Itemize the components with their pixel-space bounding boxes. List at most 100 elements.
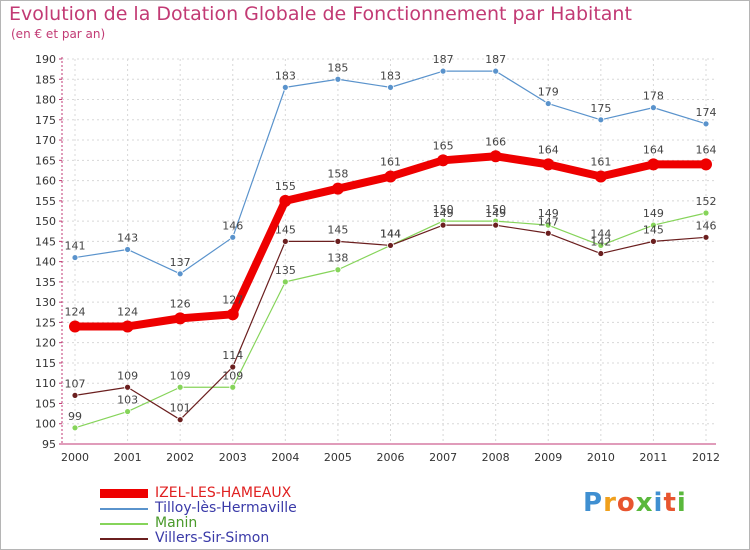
logo-letter: i — [676, 488, 687, 518]
chart-subtitle: (en € et par an) — [11, 27, 106, 41]
logo-letter: r — [603, 488, 617, 518]
data-point — [229, 363, 237, 371]
legend-item: IZEL-LES-HAMEAUX — [100, 486, 297, 501]
data-point — [437, 154, 450, 167]
data-label: 142 — [590, 236, 611, 249]
y-tick-label: 135 — [35, 276, 56, 289]
data-point — [281, 83, 289, 91]
x-tick-label: 2001 — [114, 451, 142, 464]
data-label: 155 — [275, 180, 296, 193]
legend-swatch — [100, 522, 148, 525]
legend-item: Manin — [100, 516, 297, 531]
legend-item: Villers-Sir-Simon — [100, 531, 297, 546]
x-tick-label: 2003 — [219, 451, 247, 464]
data-label: 109 — [170, 369, 191, 382]
x-tick-label: 2005 — [324, 451, 352, 464]
data-point — [597, 250, 605, 257]
data-point — [542, 158, 555, 171]
data-label: 179 — [538, 86, 559, 99]
data-label: 161 — [590, 156, 611, 169]
data-label: 101 — [170, 402, 191, 415]
legend-item: Tilloy-lès-Hermaville — [100, 501, 297, 516]
data-label: 183 — [380, 69, 401, 82]
y-tick-label: 190 — [35, 53, 56, 66]
data-label: 150 — [433, 203, 454, 216]
data-label: 187 — [433, 53, 454, 66]
data-label: 127 — [222, 293, 243, 306]
data-point — [334, 75, 342, 83]
data-point — [334, 237, 342, 245]
x-tick-label: 2008 — [482, 451, 510, 464]
y-tick-label: 105 — [35, 397, 56, 410]
data-point — [700, 158, 712, 171]
data-label: 103 — [117, 394, 138, 407]
data-point — [281, 237, 289, 245]
data-point — [544, 221, 552, 229]
y-tick-label: 130 — [35, 296, 56, 309]
data-label: 158 — [327, 168, 348, 181]
data-point — [71, 254, 79, 261]
data-point — [334, 266, 342, 274]
data-label: 114 — [222, 349, 243, 362]
data-label: 144 — [380, 227, 401, 240]
data-label: 135 — [275, 264, 296, 277]
data-label: 149 — [433, 207, 454, 220]
data-point — [544, 100, 552, 107]
data-point — [71, 424, 79, 432]
x-tick-label: 2006 — [377, 451, 405, 464]
x-tick-label: 2012 — [692, 451, 720, 464]
data-point — [492, 221, 500, 229]
data-point — [124, 383, 131, 391]
data-point — [702, 120, 710, 128]
data-label: 175 — [590, 102, 611, 115]
data-label: 187 — [485, 53, 506, 66]
data-point — [176, 383, 184, 391]
data-label: 146 — [222, 219, 243, 232]
logo-letter: t — [663, 488, 677, 518]
data-label: 124 — [117, 305, 138, 318]
y-tick-label: 160 — [35, 175, 56, 188]
y-tick-label: 115 — [35, 357, 56, 370]
data-label: 107 — [65, 377, 86, 390]
y-tick-label: 170 — [35, 134, 56, 147]
legend-swatch — [100, 507, 148, 510]
legend-label: Tilloy-lès-Hermaville — [155, 500, 297, 516]
data-point — [124, 246, 131, 253]
x-tick-label: 2004 — [271, 451, 299, 464]
logo-letter: P — [583, 488, 604, 518]
data-point — [439, 67, 447, 75]
data-point — [69, 320, 81, 333]
data-label: 149 — [643, 207, 664, 220]
data-point — [647, 158, 660, 171]
x-tick-label: 2007 — [429, 451, 457, 464]
data-label: 164 — [538, 143, 559, 156]
legend-swatch — [100, 537, 148, 540]
data-point — [229, 233, 237, 241]
data-label: 178 — [643, 90, 664, 103]
y-tick-label: 125 — [35, 316, 56, 329]
data-point — [597, 116, 605, 124]
data-point — [544, 229, 552, 237]
data-label: 145 — [275, 223, 296, 236]
data-label: 99 — [68, 410, 82, 423]
data-point — [492, 67, 500, 75]
data-point — [71, 391, 79, 399]
data-point — [229, 383, 237, 391]
data-point — [489, 150, 502, 163]
data-point — [121, 320, 134, 333]
data-label: 174 — [696, 106, 717, 119]
logo-letter: i — [653, 488, 664, 518]
y-tick-label: 165 — [35, 154, 56, 167]
data-label: 141 — [65, 240, 86, 253]
x-tick-label: 2000 — [61, 451, 89, 464]
y-tick-label: 175 — [35, 114, 56, 127]
logo-letter: x — [635, 488, 654, 518]
y-tick-label: 95 — [42, 438, 56, 451]
data-label: 149 — [485, 207, 506, 220]
data-label: 152 — [696, 195, 717, 208]
data-point — [387, 242, 394, 249]
legend-label: IZEL-LES-HAMEAUX — [155, 485, 292, 501]
data-point — [174, 312, 187, 325]
